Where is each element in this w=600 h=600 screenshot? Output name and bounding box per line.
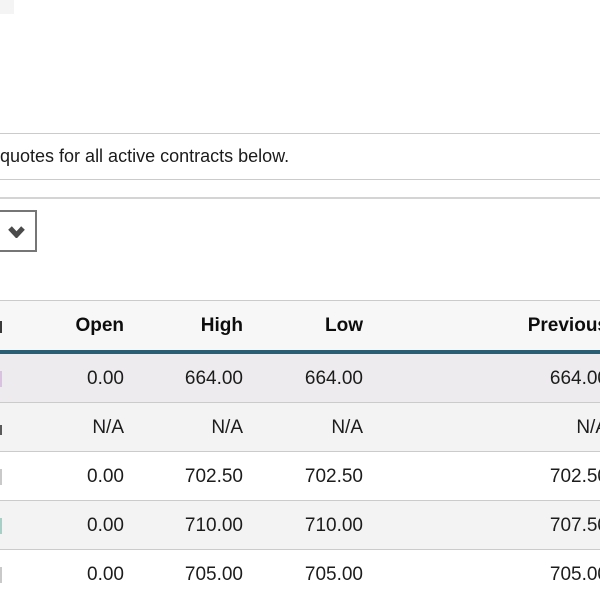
cell-previous: 702.50 <box>549 465 600 487</box>
cell-low: 710.00 <box>304 514 363 536</box>
cell-open: 0.00 <box>87 367 124 389</box>
chevron-down-icon <box>8 226 25 238</box>
cell-previous: N/A <box>576 416 600 438</box>
header-divider-bar <box>0 350 600 354</box>
column-header-high: High <box>200 314 243 336</box>
table-row: 0.00 702.50 702.50 702.50 <box>0 452 600 501</box>
clipped-contract-link[interactable] <box>0 567 2 583</box>
column-header-open: Open <box>75 314 124 336</box>
clipped-contract-link[interactable] <box>0 518 2 534</box>
cell-open: N/A <box>92 416 124 438</box>
clipped-contract-link[interactable] <box>0 371 2 387</box>
column-header-low: Low <box>325 314 363 336</box>
cell-high: 664.00 <box>184 367 243 389</box>
cell-open: 0.00 <box>87 514 124 536</box>
note-banner: quotes for all active contracts below. <box>0 133 600 180</box>
cell-open: 0.00 <box>87 465 124 487</box>
note-text: quotes for all active contracts below. <box>0 146 290 166</box>
cell-low: N/A <box>331 416 363 438</box>
section-divider <box>0 197 600 199</box>
cell-low: 705.00 <box>304 563 363 585</box>
cell-high: N/A <box>211 416 243 438</box>
clipped-contract-link[interactable] <box>0 469 2 485</box>
cell-previous: 705.00 <box>549 563 600 585</box>
cell-previous: 707.50 <box>549 514 600 536</box>
cell-low: 702.50 <box>304 465 363 487</box>
cell-low: 664.00 <box>304 367 363 389</box>
cell-high: 710.00 <box>184 514 243 536</box>
table-row: N/A N/A N/A N/A <box>0 403 600 452</box>
window-corner-fragment <box>0 0 14 14</box>
table-row: 0.00 710.00 710.00 707.50 <box>0 501 600 550</box>
table-header-row: Open High Low Previous <box>0 301 600 350</box>
clipped-contract-link[interactable] <box>0 425 2 435</box>
cell-high: 705.00 <box>184 563 243 585</box>
column-header-previous: Previous <box>527 314 600 336</box>
clipped-first-column-header <box>0 321 2 333</box>
table-row: 0.00 705.00 705.00 705.00 <box>0 550 600 596</box>
cell-high: 702.50 <box>184 465 243 487</box>
table-row: 0.00 664.00 664.00 664.00 <box>0 354 600 403</box>
cell-open: 0.00 <box>87 563 124 585</box>
contract-select-dropdown[interactable] <box>0 210 37 252</box>
quotes-table: Open High Low Previous 0.00 664.00 664.0… <box>0 300 600 596</box>
cell-previous: 664.00 <box>549 367 600 389</box>
